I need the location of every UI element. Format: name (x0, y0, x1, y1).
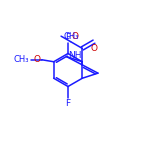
Text: F: F (66, 33, 71, 41)
Text: O: O (90, 44, 97, 53)
Text: F: F (66, 98, 71, 107)
Text: CH₃: CH₃ (13, 55, 29, 64)
Text: CH₃: CH₃ (63, 32, 79, 41)
Text: NH: NH (69, 51, 82, 60)
Text: O: O (34, 55, 41, 64)
Text: O: O (72, 32, 79, 41)
